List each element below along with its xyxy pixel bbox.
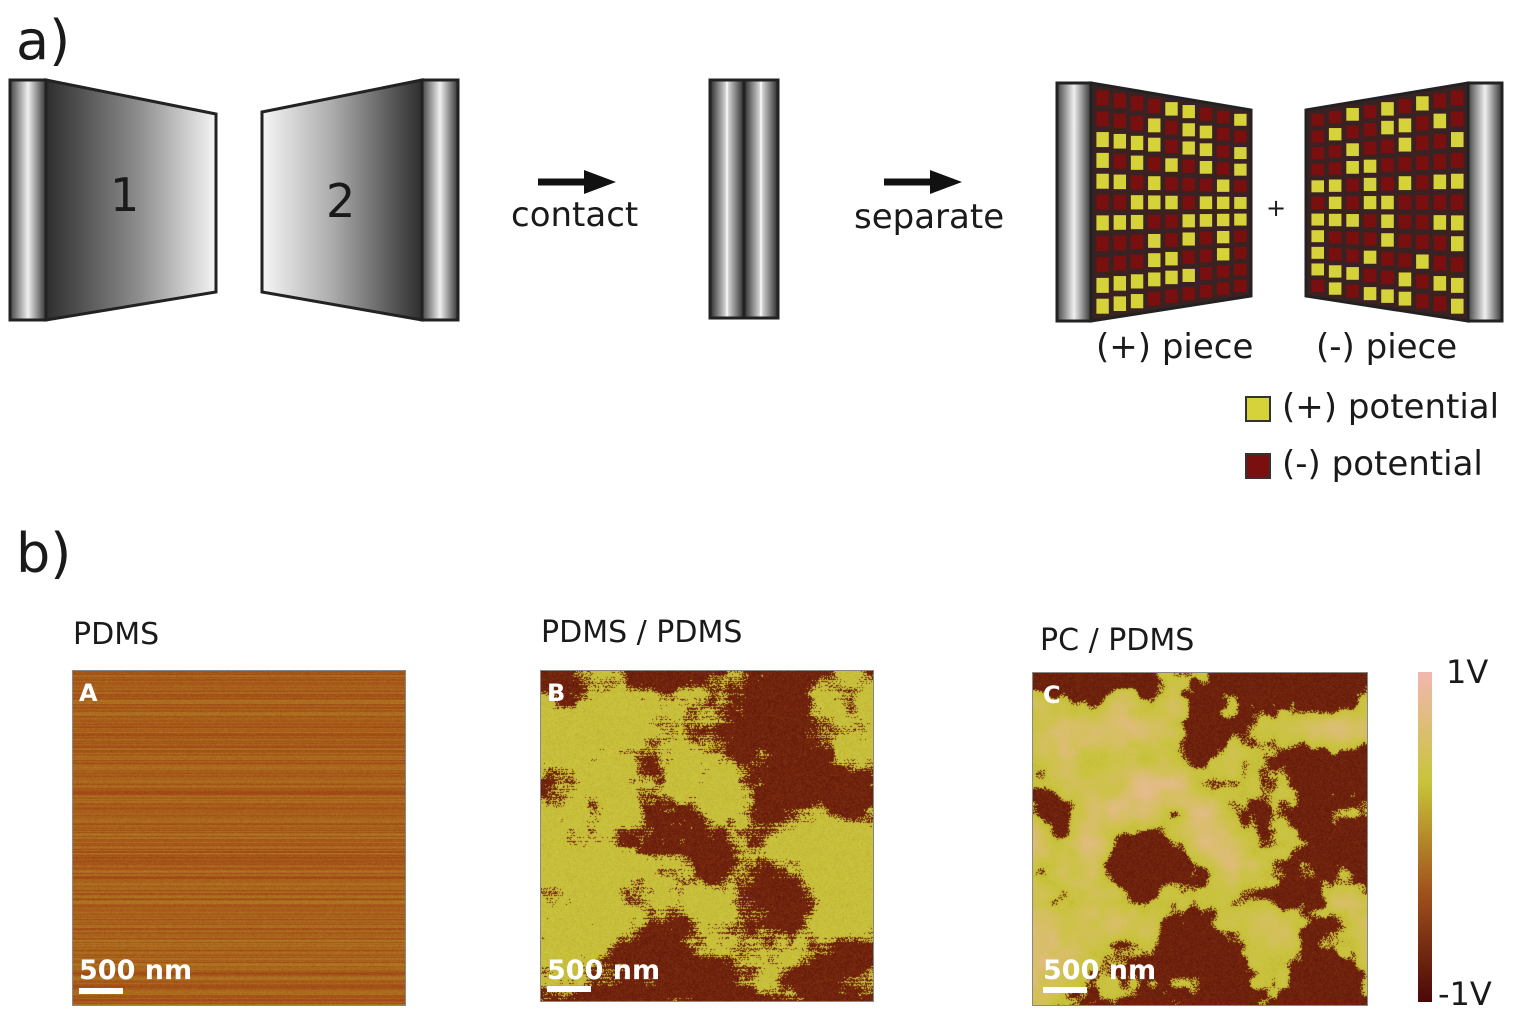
colorbar-max-label: 1V <box>1446 653 1489 691</box>
legend-swatch-positive <box>1245 396 1271 422</box>
plate1-label: 1 <box>110 168 140 222</box>
map-c-canvas <box>1033 673 1367 1005</box>
contact-arrow-icon <box>538 170 616 194</box>
map-c-scale-text: 500 nm <box>1043 955 1157 986</box>
legend-swatch-negative <box>1245 453 1271 479</box>
plate1-edge <box>8 78 48 322</box>
map-c-scale-bar <box>1043 987 1087 993</box>
panel-a-label: a) <box>16 9 71 72</box>
map-b-canvas <box>541 671 873 1001</box>
neg-piece-grid <box>1311 90 1464 314</box>
panel-a-diagram <box>8 78 1504 323</box>
separate-arrow-icon <box>884 170 962 194</box>
contact-label: contact <box>511 195 639 235</box>
map-b-letter: B <box>547 679 566 707</box>
neg-piece-label: (-) piece <box>1316 327 1458 367</box>
map-a-title: PDMS <box>73 617 160 652</box>
map-c-title: PC / PDMS <box>1040 623 1195 658</box>
plate1-face <box>44 78 218 322</box>
map-a-canvas <box>73 671 405 1005</box>
plate2-edge <box>420 78 460 322</box>
map-c-letter: C <box>1043 681 1061 709</box>
separate-label: separate <box>854 197 1005 237</box>
kpfm-map-b: B 500 nm <box>540 670 874 1002</box>
legend-label-positive: (+) potential <box>1282 387 1500 427</box>
neg-piece-edge <box>1466 81 1504 323</box>
pos-piece-grid <box>1096 90 1247 314</box>
colorbar <box>1418 672 1432 1002</box>
kpfm-map-a: A 500 nm <box>72 670 406 1006</box>
map-b-title: PDMS / PDMS <box>541 615 743 650</box>
map-b-scale-text: 500 nm <box>547 955 661 986</box>
map-a-scale-bar <box>79 988 123 994</box>
pos-piece-edge <box>1055 81 1093 323</box>
plus-sign: + <box>1266 194 1287 222</box>
map-a-letter: A <box>79 679 98 707</box>
contact-rod-left <box>708 78 746 320</box>
colorbar-min-label: -1V <box>1438 975 1492 1013</box>
kpfm-map-c: C 500 nm <box>1032 672 1368 1006</box>
panel-b-label: b) <box>16 522 72 585</box>
contact-rod-right <box>742 78 780 320</box>
map-b-scale-bar <box>547 986 591 992</box>
map-a-scale-text: 500 nm <box>79 955 193 986</box>
legend-label-negative: (-) potential <box>1282 444 1483 484</box>
plate2-label: 2 <box>326 174 356 228</box>
pos-piece-label: (+) piece <box>1096 327 1254 367</box>
